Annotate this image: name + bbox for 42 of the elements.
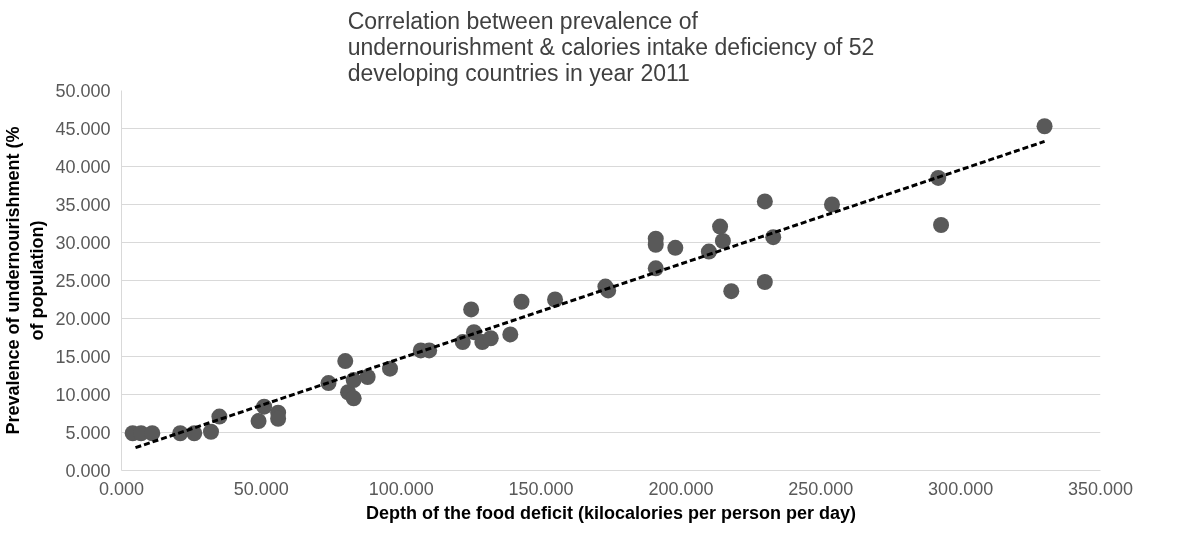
x-tick-label: 300.000 [928, 478, 994, 499]
x-tick-label: 200.000 [648, 478, 714, 499]
y-tick-label: 20.000 [55, 309, 111, 329]
point [756, 274, 773, 290]
x-tick-label: 250.000 [788, 478, 854, 499]
point [463, 301, 480, 318]
point [203, 423, 220, 440]
point [712, 218, 729, 235]
x-tick-label: 0.000 [98, 478, 145, 499]
x-axis-title: Depth of the food deficit (kilocalories per person per day) [365, 502, 857, 523]
point [547, 291, 564, 308]
x-tick-label: 350.000 [1067, 478, 1134, 499]
point [502, 326, 519, 343]
y-tick-label: 45.000 [55, 119, 111, 139]
y-axis-title: Prevalence of undernourishment (% of population) [3, 126, 48, 435]
point [933, 217, 950, 233]
x-tick-label: 100.000 [368, 478, 434, 499]
y-tick-label: 10.000 [55, 385, 111, 405]
chart-title: Correlation between prevalence of undernourishment & calories intake deficiency of 52 developing countries in year 2011 [347, 7, 875, 86]
point [345, 390, 362, 407]
y-tick-label: 25.000 [55, 271, 111, 291]
point [667, 239, 684, 256]
y-tick-label: 30.000 [55, 233, 111, 253]
point [756, 193, 773, 210]
y-tick-label: 15.000 [55, 347, 111, 367]
point [359, 369, 376, 385]
point [513, 293, 530, 310]
point [1036, 118, 1053, 135]
y-tick-label: 35.000 [55, 195, 111, 215]
x-tick-label: 150.000 [508, 478, 574, 499]
x-tick-label: 50.000 [233, 478, 289, 499]
point [337, 353, 354, 370]
point [482, 330, 499, 347]
point [250, 413, 267, 430]
point [823, 196, 840, 213]
y-tick-label: 5.000 [65, 423, 111, 443]
y-tick-label: 0.000 [65, 461, 111, 481]
y-tick-label: 50.000 [55, 81, 111, 101]
y-tick-label: 40.000 [55, 157, 111, 177]
point [144, 425, 161, 442]
point [714, 233, 731, 249]
point [723, 283, 740, 300]
